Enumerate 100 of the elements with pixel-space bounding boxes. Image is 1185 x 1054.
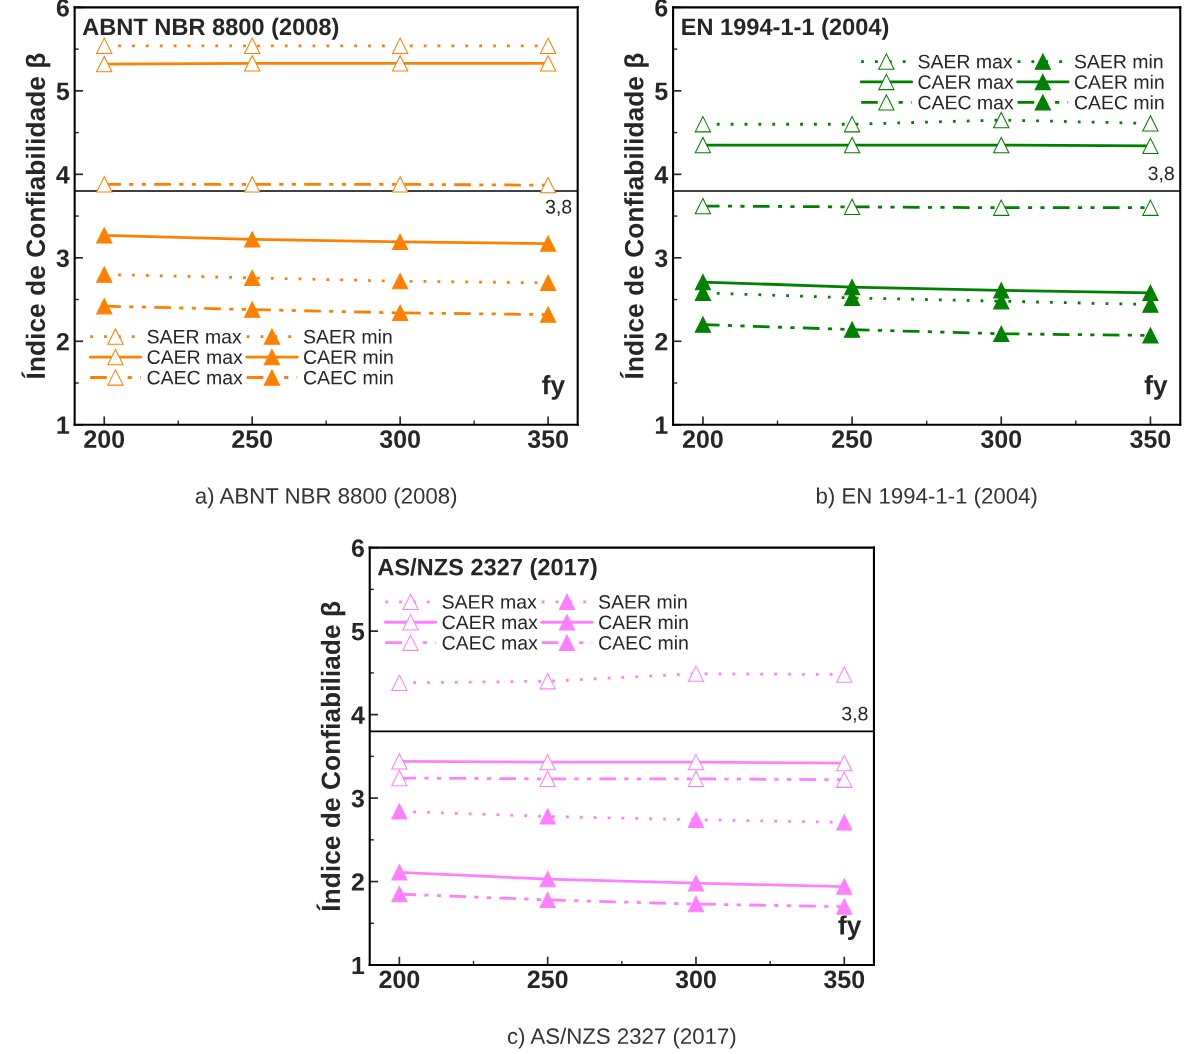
point	[836, 771, 853, 788]
point	[836, 754, 853, 772]
y-axis-title: Índice de Confiabiliade β	[316, 601, 346, 911]
point	[993, 199, 1010, 216]
point	[687, 754, 705, 771]
y-tick-label: 1	[655, 416, 668, 434]
text: a) ABNT NBR 8800 (2008)	[195, 487, 457, 509]
point	[391, 37, 409, 54]
point	[96, 37, 113, 54]
point	[539, 770, 556, 788]
text: c) AS/NZS 2327 (2017)	[507, 1027, 736, 1049]
x-axis-title: fy	[1144, 375, 1168, 400]
y-axis-title: Índice de Confiabilidade β	[619, 53, 649, 379]
point	[96, 176, 113, 193]
point	[694, 136, 712, 154]
point	[391, 864, 408, 881]
y-tick-label: 4	[56, 166, 70, 184]
x-tick-label: 200	[379, 970, 420, 989]
point	[836, 898, 853, 915]
y-tick-label: 1	[57, 416, 70, 434]
point	[993, 111, 1010, 129]
point	[687, 811, 705, 828]
point	[843, 321, 861, 338]
point	[539, 37, 557, 54]
point	[843, 278, 861, 296]
point	[843, 198, 861, 216]
point	[539, 754, 556, 771]
point	[391, 176, 409, 193]
point	[993, 136, 1010, 154]
point	[391, 753, 408, 770]
point	[836, 878, 853, 895]
y-tick-label: 5	[56, 82, 70, 101]
x-tick-label: 250	[527, 970, 568, 989]
chart-title: AS/NZS 2327 (2017)	[377, 558, 597, 581]
x-tick-label: 300	[675, 970, 716, 989]
legend-label: CAEC min	[599, 635, 688, 650]
point	[539, 306, 557, 323]
ref-line-label: 3,8	[545, 199, 572, 216]
point	[843, 116, 861, 133]
legend-label: CAER max	[442, 615, 538, 630]
x-tick-label: 350	[527, 430, 568, 449]
point	[391, 304, 409, 322]
x-tick-label: 250	[832, 430, 872, 448]
legend-label: SAER min	[598, 594, 687, 609]
x-axis-title: fy	[838, 915, 862, 940]
y-tick-label: 2	[351, 873, 364, 891]
legend-label: CAEC max	[442, 635, 538, 650]
y-tick-label: 4	[654, 166, 669, 184]
legend-label: SAER max	[918, 54, 1013, 69]
point	[244, 231, 261, 248]
point	[694, 116, 712, 133]
y-tick-label: 2	[56, 332, 69, 351]
point	[694, 316, 712, 333]
x-tick-label: 300	[980, 430, 1022, 449]
point	[993, 282, 1010, 299]
point	[687, 770, 705, 788]
chart-title: EN 1994-1-1 (2004)	[682, 17, 889, 40]
x-axis-title: fy	[542, 375, 565, 400]
point	[687, 875, 705, 892]
point	[993, 325, 1010, 342]
legend-label: CAEC min	[304, 370, 393, 385]
legend-label: SAER min	[303, 329, 392, 344]
point	[843, 136, 861, 154]
point	[391, 55, 409, 72]
point	[694, 197, 712, 215]
point	[1142, 327, 1159, 344]
point	[244, 37, 261, 54]
point	[391, 273, 409, 290]
y-tick-label: 3	[56, 249, 69, 268]
point	[539, 274, 557, 292]
legend-label: CAEC max	[918, 95, 1014, 110]
point	[687, 665, 705, 682]
point	[391, 803, 408, 820]
legend-label: SAER min	[1074, 54, 1163, 69]
point	[391, 769, 408, 787]
y-tick-label: 1	[352, 956, 365, 975]
chart-title: ABNT NBR 8800 (2008)	[82, 17, 339, 40]
point	[1142, 115, 1159, 132]
point	[96, 55, 113, 73]
y-tick-label: 2	[655, 332, 668, 351]
y-axis-title: Índice de Confiabilidade β	[21, 53, 51, 379]
legend-label: SAER max	[442, 595, 537, 609]
point	[391, 674, 408, 692]
x-tick-label: 350	[1130, 430, 1171, 449]
x-tick-label: 300	[379, 430, 420, 449]
point	[539, 673, 556, 690]
ref-line-label: 3,8	[1148, 166, 1174, 183]
legend-label: CAER min	[1074, 74, 1164, 89]
point	[836, 814, 853, 831]
point	[244, 301, 261, 318]
legend-label: CAEC max	[147, 370, 243, 385]
point	[96, 298, 113, 315]
point	[836, 666, 853, 683]
y-tick-label: 3	[654, 249, 668, 268]
point	[244, 55, 261, 72]
point	[694, 273, 712, 291]
point	[96, 266, 113, 283]
point	[539, 235, 557, 252]
legend-label: CAER min	[304, 349, 393, 365]
point	[391, 233, 409, 251]
